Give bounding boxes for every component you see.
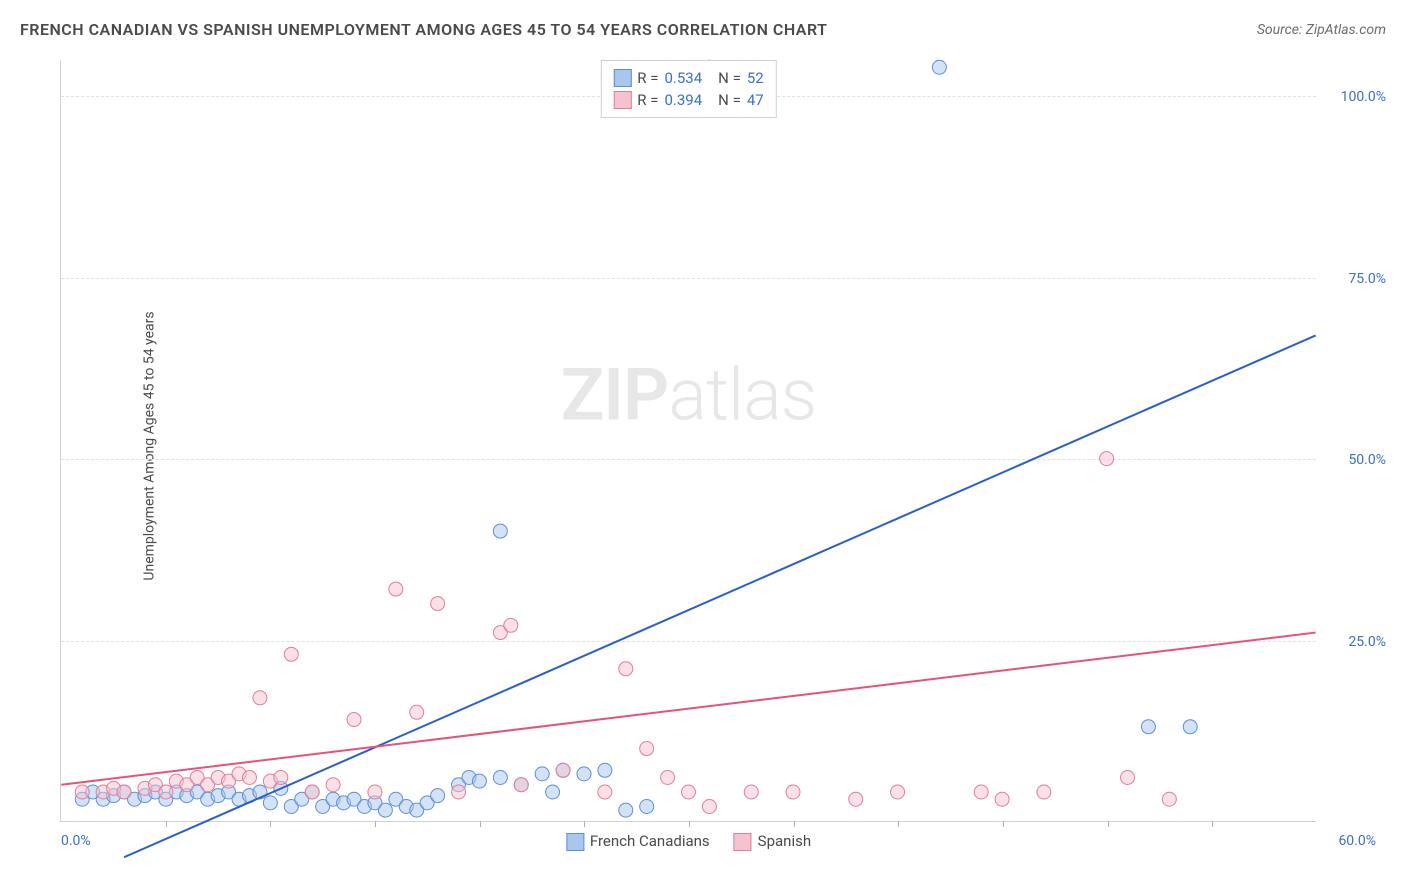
- trend-line: [61, 633, 1315, 785]
- x-tick: [270, 821, 271, 827]
- data-point: [619, 803, 633, 817]
- source-attribution: Source: ZipAtlas.com: [1257, 22, 1386, 38]
- data-point: [514, 778, 528, 792]
- stats-row-series-2: R = 0.394 N = 47: [613, 89, 763, 111]
- data-point: [1121, 771, 1135, 785]
- stats-row-series-1: R = 0.534 N = 52: [613, 67, 763, 89]
- data-point: [504, 618, 518, 632]
- legend-swatch-2: [734, 833, 752, 851]
- data-point: [932, 60, 946, 74]
- y-tick-label: 25.0%: [1348, 634, 1386, 650]
- data-point: [577, 767, 591, 781]
- data-point: [305, 785, 319, 799]
- data-point: [598, 785, 612, 799]
- scatter-plot-svg: [61, 60, 1316, 821]
- y-tick-label: 50.0%: [1348, 452, 1386, 468]
- data-point: [849, 792, 863, 806]
- series-2-swatch: [613, 91, 631, 109]
- data-point: [786, 785, 800, 799]
- data-point: [368, 785, 382, 799]
- x-tick: [1108, 821, 1109, 827]
- data-point: [1141, 720, 1155, 734]
- data-point: [452, 785, 466, 799]
- x-max-label: 60.0%: [1338, 833, 1376, 849]
- data-point: [431, 597, 445, 611]
- data-point: [682, 785, 696, 799]
- data-point: [556, 763, 570, 777]
- data-point: [378, 803, 392, 817]
- data-point: [263, 796, 277, 810]
- data-point: [1162, 792, 1176, 806]
- data-point: [117, 785, 131, 799]
- data-point: [274, 771, 288, 785]
- x-tick: [1003, 821, 1004, 827]
- data-point: [640, 742, 654, 756]
- x-tick: [1212, 821, 1213, 827]
- data-point: [891, 785, 905, 799]
- data-point: [326, 778, 340, 792]
- data-point: [619, 662, 633, 676]
- data-point: [431, 789, 445, 803]
- data-point: [410, 705, 424, 719]
- x-tick: [689, 821, 690, 827]
- chart-title: FRENCH CANADIAN VS SPANISH UNEMPLOYMENT …: [20, 20, 827, 39]
- data-point: [535, 767, 549, 781]
- x-tick: [375, 821, 376, 827]
- data-point: [284, 647, 298, 661]
- data-point: [1037, 785, 1051, 799]
- legend-item-2: Spanish: [734, 832, 811, 851]
- data-point: [1100, 452, 1114, 466]
- correlation-stats-box: R = 0.534 N = 52 R = 0.394 N = 47: [600, 60, 776, 118]
- trend-line: [124, 335, 1316, 857]
- y-tick-label: 75.0%: [1348, 271, 1386, 287]
- data-point: [493, 524, 507, 538]
- x-origin-label: 0.0%: [61, 833, 91, 849]
- data-point: [347, 713, 361, 727]
- data-point: [159, 785, 173, 799]
- x-tick: [794, 821, 795, 827]
- data-point: [389, 582, 403, 596]
- data-point: [1183, 720, 1197, 734]
- data-point: [493, 771, 507, 785]
- x-tick: [166, 821, 167, 827]
- data-point: [702, 800, 716, 814]
- series-1-swatch: [613, 69, 631, 87]
- data-point: [640, 800, 654, 814]
- chart-plot-area: ZIPatlas 25.0%50.0%75.0%100.0% R = 0.534…: [60, 60, 1316, 822]
- data-point: [546, 785, 560, 799]
- data-point: [598, 763, 612, 777]
- x-tick: [898, 821, 899, 827]
- data-point: [661, 771, 675, 785]
- legend-item-1: French Canadians: [566, 832, 710, 851]
- data-point: [995, 792, 1009, 806]
- x-tick: [480, 821, 481, 827]
- x-tick: [584, 821, 585, 827]
- data-point: [242, 771, 256, 785]
- legend: French Canadians Spanish: [566, 832, 811, 851]
- data-point: [472, 774, 486, 788]
- data-point: [75, 785, 89, 799]
- y-tick-label: 100.0%: [1341, 89, 1386, 105]
- data-point: [744, 785, 758, 799]
- data-point: [253, 691, 267, 705]
- legend-swatch-1: [566, 833, 584, 851]
- data-point: [974, 785, 988, 799]
